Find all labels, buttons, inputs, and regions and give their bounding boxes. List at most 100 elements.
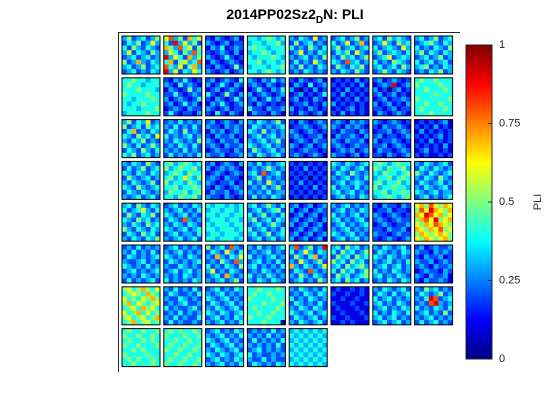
cell bbox=[261, 101, 267, 107]
cell bbox=[289, 36, 295, 41]
cell bbox=[163, 338, 169, 344]
cell bbox=[433, 138, 439, 144]
cell bbox=[266, 338, 272, 344]
cell bbox=[141, 315, 146, 321]
cell bbox=[141, 82, 146, 88]
cell bbox=[308, 291, 314, 297]
cell bbox=[224, 320, 230, 325]
cell bbox=[433, 259, 439, 265]
cell bbox=[252, 111, 258, 116]
cell bbox=[266, 152, 272, 158]
cell bbox=[219, 82, 225, 88]
cell bbox=[377, 226, 383, 232]
cell bbox=[163, 36, 169, 41]
cell bbox=[372, 152, 378, 158]
cell bbox=[224, 273, 230, 279]
cell bbox=[303, 106, 309, 112]
cell bbox=[261, 236, 267, 242]
cell bbox=[340, 166, 346, 172]
cell bbox=[224, 161, 230, 167]
cell bbox=[256, 320, 262, 325]
panel bbox=[330, 286, 370, 326]
cell bbox=[219, 129, 225, 135]
cell bbox=[401, 273, 407, 279]
cell bbox=[192, 320, 198, 325]
cell bbox=[197, 352, 202, 358]
cell bbox=[354, 175, 360, 181]
cell bbox=[145, 148, 151, 154]
cell bbox=[229, 286, 235, 292]
cell bbox=[168, 320, 174, 325]
cell bbox=[234, 333, 240, 339]
cell bbox=[234, 45, 240, 51]
cell bbox=[401, 50, 407, 56]
cell bbox=[303, 129, 309, 135]
cell bbox=[173, 101, 179, 107]
cell bbox=[252, 175, 258, 181]
cell bbox=[428, 106, 434, 112]
cell bbox=[229, 111, 235, 116]
cell bbox=[187, 143, 193, 149]
cell bbox=[229, 101, 235, 107]
cell bbox=[382, 259, 388, 265]
cell bbox=[136, 231, 142, 237]
cell bbox=[303, 278, 309, 284]
cell bbox=[205, 185, 211, 191]
cell bbox=[354, 217, 360, 223]
cell bbox=[340, 286, 346, 292]
cell bbox=[414, 217, 420, 223]
cell bbox=[387, 301, 392, 306]
cell bbox=[229, 347, 235, 353]
cell bbox=[391, 180, 397, 186]
cell bbox=[345, 268, 351, 274]
cell bbox=[173, 50, 179, 56]
cell bbox=[247, 328, 253, 334]
cell bbox=[424, 203, 430, 209]
cell bbox=[428, 305, 434, 311]
cell bbox=[303, 217, 309, 223]
cell bbox=[234, 315, 240, 321]
cell bbox=[155, 296, 161, 302]
cell bbox=[131, 226, 137, 232]
cell bbox=[155, 96, 161, 102]
panel bbox=[414, 119, 454, 159]
cell bbox=[210, 259, 216, 265]
cell bbox=[187, 96, 193, 102]
cell bbox=[234, 328, 240, 334]
cell bbox=[247, 361, 253, 367]
cell bbox=[145, 138, 151, 144]
cell bbox=[256, 342, 262, 348]
cell bbox=[256, 361, 262, 367]
cell bbox=[205, 347, 211, 353]
panel-frame bbox=[121, 244, 161, 284]
cell bbox=[238, 222, 244, 228]
cell bbox=[168, 55, 174, 60]
cell bbox=[312, 226, 318, 232]
cell bbox=[252, 59, 258, 65]
cell bbox=[182, 138, 188, 144]
cell bbox=[377, 189, 383, 195]
cell bbox=[261, 170, 267, 176]
cell bbox=[372, 259, 378, 265]
cell bbox=[382, 185, 388, 191]
cell bbox=[150, 231, 156, 237]
cell bbox=[377, 101, 383, 107]
cell bbox=[219, 170, 225, 176]
cell bbox=[433, 45, 439, 51]
cell bbox=[155, 161, 161, 167]
cell bbox=[205, 212, 211, 218]
cell bbox=[178, 278, 183, 284]
cell bbox=[229, 148, 235, 154]
cell bbox=[141, 185, 146, 191]
cell bbox=[433, 305, 439, 311]
cell bbox=[275, 310, 281, 316]
cell bbox=[136, 296, 142, 302]
cell bbox=[335, 82, 341, 88]
cell bbox=[382, 92, 388, 97]
cell bbox=[163, 286, 169, 292]
cell bbox=[438, 194, 444, 200]
cell bbox=[275, 328, 281, 334]
cell bbox=[428, 152, 434, 158]
cell bbox=[387, 129, 392, 135]
cell bbox=[308, 124, 314, 130]
